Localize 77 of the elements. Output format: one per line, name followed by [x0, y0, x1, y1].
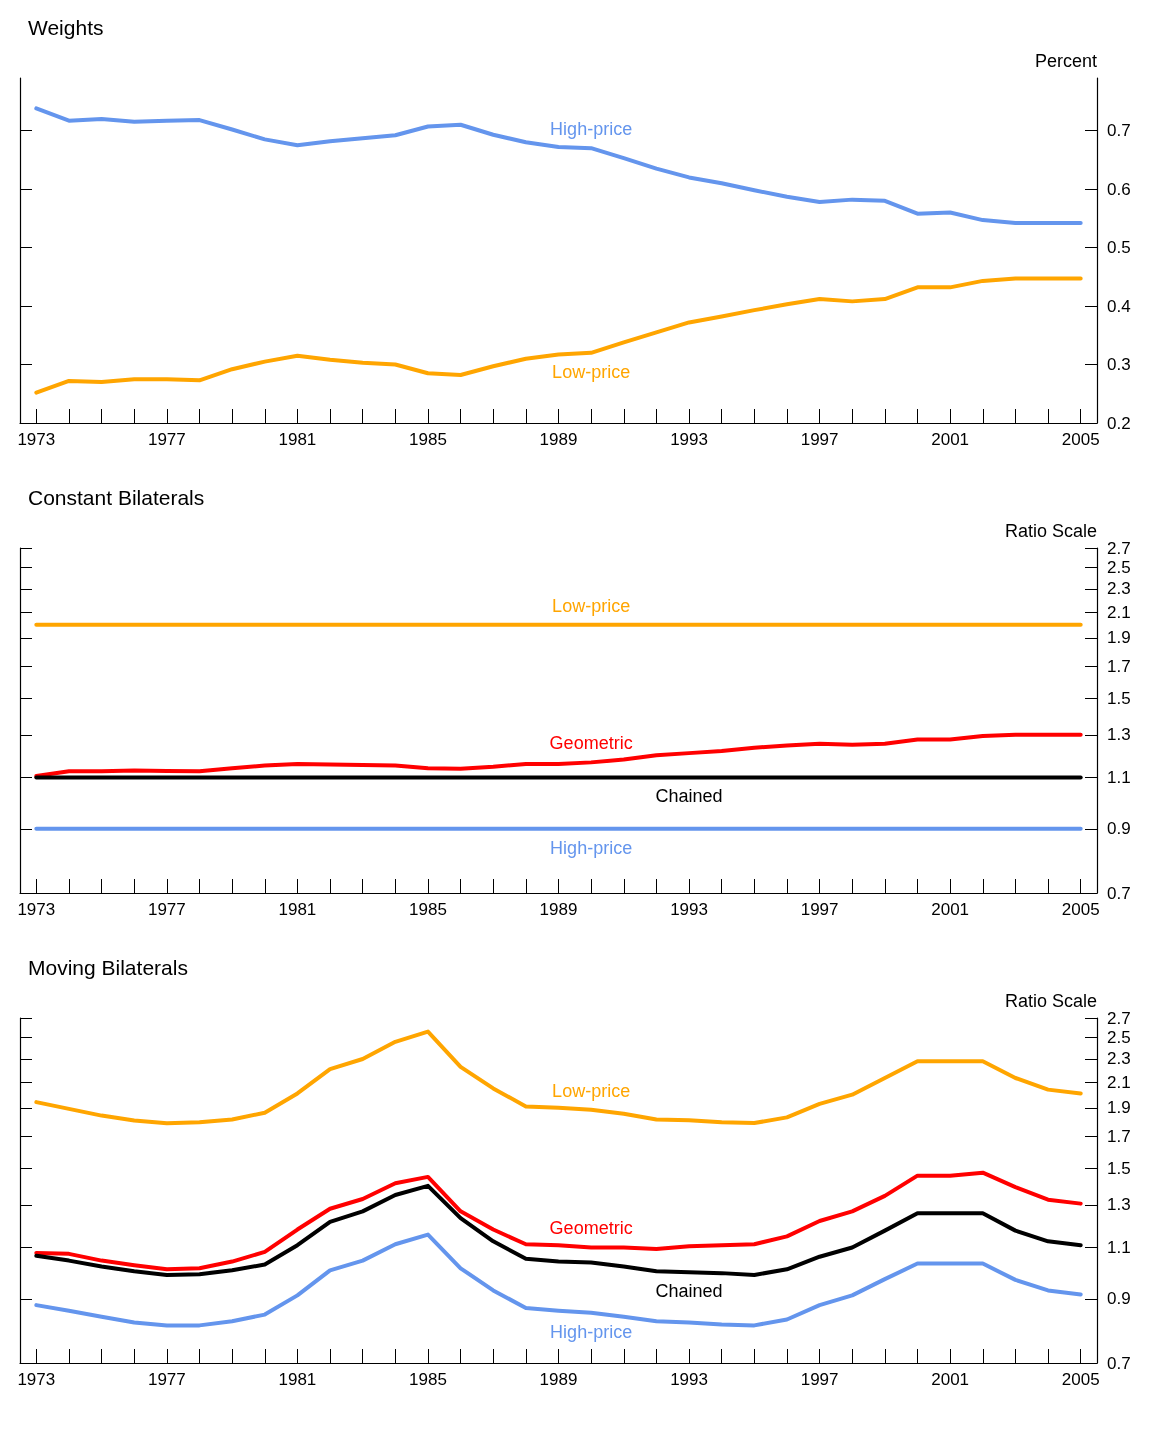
- x-tick-label: 2001: [931, 900, 970, 919]
- x-tick-label: 1981: [278, 1370, 317, 1389]
- x-tick-label: 2005: [1061, 1370, 1100, 1389]
- x-tick-label: 1997: [800, 1370, 839, 1389]
- chart-title: Constant Bilaterals: [28, 486, 205, 509]
- y-tick-label: 2.1: [1107, 1072, 1131, 1092]
- series-label: Low-price: [552, 595, 631, 616]
- x-tick-label: 1973: [17, 430, 56, 449]
- y-tick-label: 1.7: [1107, 1126, 1131, 1146]
- x-tick-label: 1973: [17, 1370, 56, 1389]
- y-tick-label: 0.3: [1107, 355, 1131, 375]
- y-tick-label: 1.5: [1107, 688, 1131, 708]
- y-tick-label: 1.1: [1107, 1237, 1131, 1257]
- y-axis-title: Ratio Scale: [1004, 521, 1097, 541]
- x-tick-label: 2001: [931, 1370, 970, 1389]
- series-label: Geometric: [549, 1218, 633, 1239]
- y-tick-label: 1.1: [1107, 767, 1131, 787]
- x-tick-label: 1985: [409, 1370, 447, 1389]
- chart-title: Weights: [28, 16, 104, 39]
- series-label: Low-price: [552, 361, 631, 382]
- y-tick-label: 1.7: [1107, 656, 1131, 676]
- x-tick-label: 1977: [147, 430, 186, 449]
- series-label: High-price: [550, 1321, 633, 1342]
- y-tick-label: 2.3: [1107, 1049, 1131, 1069]
- y-tick-label: 0.6: [1107, 179, 1131, 199]
- x-tick-label: 1993: [670, 900, 708, 919]
- y-tick-label: 1.9: [1107, 1098, 1131, 1118]
- series-label: Geometric: [549, 733, 633, 754]
- y-tick-label: 1.3: [1107, 725, 1131, 745]
- y-tick-label: 2.7: [1107, 538, 1131, 558]
- x-tick-label: 1997: [800, 430, 839, 449]
- line-series: [34, 732, 1083, 779]
- line-series: [34, 1170, 1083, 1272]
- x-tick-label: 2005: [1061, 430, 1100, 449]
- x-tick-label: 1989: [539, 1370, 578, 1389]
- y-tick-label: 0.2: [1107, 413, 1131, 433]
- x-tick-label: 1993: [670, 1370, 708, 1389]
- line-series: [34, 1183, 1083, 1277]
- y-tick-label: 0.7: [1107, 883, 1131, 903]
- y-axis-title: Ratio Scale: [1004, 991, 1097, 1011]
- series-label: High-price: [550, 837, 633, 858]
- y-tick-label: 2.3: [1107, 579, 1131, 599]
- y-tick-label: 0.7: [1107, 121, 1131, 141]
- series-label: Chained: [655, 1281, 723, 1302]
- x-tick-label: 1997: [800, 900, 839, 919]
- x-tick-label: 1993: [670, 430, 708, 449]
- y-tick-label: 1.5: [1107, 1158, 1131, 1178]
- y-tick-label: 2.1: [1107, 602, 1131, 622]
- x-tick-label: 2005: [1061, 900, 1100, 919]
- chart-title: Moving Bilaterals: [28, 956, 188, 979]
- x-tick-label: 1981: [278, 430, 317, 449]
- line-series: [34, 1029, 1083, 1126]
- y-tick-label: 1.3: [1107, 1195, 1131, 1215]
- series-label: High-price: [550, 119, 633, 140]
- y-tick-label: 0.4: [1107, 296, 1131, 316]
- x-tick-label: 2001: [931, 430, 970, 449]
- x-tick-label: 1989: [539, 430, 578, 449]
- y-tick-label: 0.9: [1107, 819, 1131, 839]
- y-tick-label: 2.5: [1107, 558, 1131, 578]
- x-tick-label: 1973: [17, 900, 56, 919]
- y-tick-label: 0.9: [1107, 1289, 1131, 1309]
- x-tick-label: 1977: [147, 1370, 186, 1389]
- y-axis-title: Percent: [1034, 51, 1097, 71]
- line-series: [34, 106, 1083, 226]
- y-tick-label: 2.7: [1107, 1008, 1131, 1028]
- x-tick-label: 1985: [409, 900, 447, 919]
- series-label: Low-price: [552, 1080, 631, 1101]
- x-tick-label: 1981: [278, 900, 317, 919]
- x-tick-label: 1985: [409, 430, 447, 449]
- x-tick-label: 1989: [539, 900, 578, 919]
- y-tick-label: 0.5: [1107, 238, 1131, 258]
- y-tick-label: 0.7: [1107, 1353, 1131, 1373]
- x-tick-label: 1977: [147, 900, 186, 919]
- y-tick-label: 2.5: [1107, 1028, 1131, 1048]
- series-label: Chained: [655, 786, 723, 807]
- line-series: [34, 276, 1083, 395]
- y-tick-label: 1.9: [1107, 628, 1131, 648]
